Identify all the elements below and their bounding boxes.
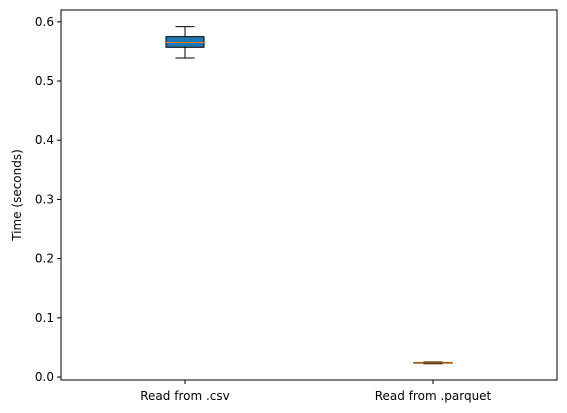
chart-marks — [165, 26, 453, 365]
x-axis: Read from .csv Read from .parquet — [140, 380, 492, 403]
y-axis: 0.0 0.1 0.2 0.3 0.4 0.5 0.6 — [35, 15, 61, 384]
x-tick-label: Read from .parquet — [375, 389, 492, 403]
y-tick-label: 0.3 — [35, 192, 54, 206]
x-tick-label: Read from .csv — [140, 389, 229, 403]
y-tick-label: 0.6 — [35, 15, 54, 29]
y-axis-label: Time (seconds) — [10, 149, 24, 242]
y-tick-label: 0.5 — [35, 74, 54, 88]
y-tick-label: 0.0 — [35, 370, 54, 384]
y-tick-label: 0.4 — [35, 133, 54, 147]
plot-area — [61, 10, 557, 380]
box-group — [413, 361, 453, 365]
plot-frame — [60, 9, 558, 381]
box-group — [165, 26, 205, 59]
iqr-box — [165, 36, 205, 48]
y-tick-label: 0.1 — [35, 311, 54, 325]
y-tick-label: 0.2 — [35, 252, 54, 266]
